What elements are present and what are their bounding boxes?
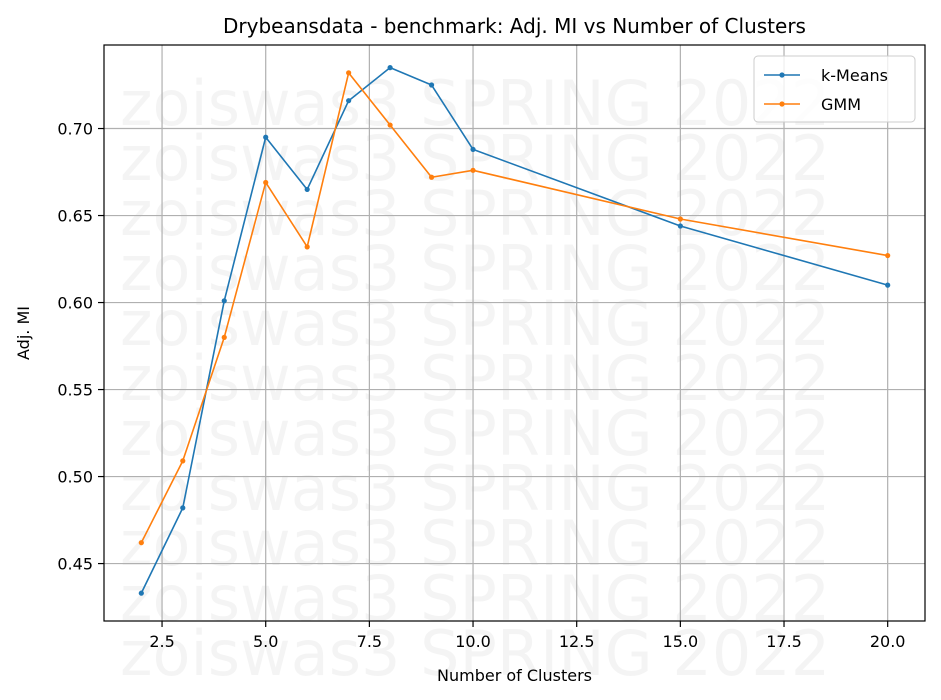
data-point-gmm — [180, 458, 186, 464]
watermark-text: zoiswas3 SPRING 2022 — [120, 67, 830, 140]
series-gmm — [138, 70, 891, 546]
data-point-k-means — [304, 186, 310, 193]
y-tick-label: 0.70 — [57, 120, 93, 139]
data-point-gmm — [677, 216, 683, 222]
data-point-gmm — [221, 334, 227, 340]
watermark-text: zoiswas3 SPRING 2022 — [120, 617, 830, 690]
x-tick-label: 17.5 — [766, 632, 802, 651]
data-point-gmm — [346, 70, 352, 76]
x-axis-label: Number of Clusters — [437, 666, 592, 685]
legend-marker — [779, 72, 785, 78]
data-point-k-means — [263, 134, 269, 140]
plot-frame — [103, 44, 926, 622]
x-tick-label: 20.0 — [870, 632, 906, 651]
data-point-gmm — [470, 167, 476, 173]
grid — [104, 45, 925, 621]
watermark-text: zoiswas3 SPRING 2022 — [120, 342, 830, 415]
data-point-k-means — [346, 98, 352, 104]
x-tick-label: 5.0 — [253, 632, 278, 651]
legend-label: GMM — [821, 95, 861, 114]
data-point-k-means — [677, 223, 683, 229]
data-point-k-means — [470, 146, 476, 153]
y-tick-label: 0.55 — [57, 381, 93, 400]
watermark-text: zoiswas3 SPRING 2022 — [120, 507, 830, 580]
data-point-k-means — [428, 82, 435, 88]
y-tick-label: 0.50 — [57, 468, 93, 487]
watermark-text: zoiswas3 SPRING 2022 — [120, 397, 830, 470]
x-tick-label: 10.0 — [455, 632, 491, 651]
legend-item-k-means: k-Means — [764, 66, 888, 85]
data-point-k-means — [221, 298, 227, 304]
x-tick-label: 12.5 — [559, 632, 595, 651]
x-tick-label: 15.0 — [663, 632, 699, 651]
legend-label: k-Means — [821, 66, 888, 85]
legend-box — [753, 55, 916, 123]
data-point-k-means — [138, 590, 144, 596]
x-tick-label: 7.5 — [357, 632, 382, 651]
y-axis-ticks: 0.45 0.50 0.55 0.60 0.65 0.70 — [57, 120, 104, 574]
data-point-gmm — [387, 122, 393, 128]
chart-title: Drybeansdata - benchmark: Adj. MI vs Num… — [223, 14, 806, 38]
watermark-text: zoiswas3 SPRING 2022 — [120, 122, 830, 195]
x-axis-ticks: 2.5 5.0 7.5 10.0 12.5 15.0 17.5 20.0 — [149, 621, 905, 651]
data-point-gmm — [263, 179, 269, 186]
y-tick-label: 0.45 — [57, 555, 93, 574]
series-group — [138, 65, 891, 596]
x-tick-label: 2.5 — [149, 632, 174, 651]
legend-marker — [779, 101, 785, 107]
data-point-gmm — [428, 174, 435, 180]
watermark-text: zoiswas3 SPRING 2022 — [120, 562, 830, 635]
watermark-text: zoiswas3 SPRING 2022 — [120, 287, 830, 360]
series-k-means — [138, 65, 891, 596]
y-tick-label: 0.65 — [57, 207, 93, 226]
y-tick-label: 0.60 — [57, 294, 93, 313]
legend-item-gmm: GMM — [764, 95, 861, 114]
data-point-gmm — [138, 540, 144, 546]
data-point-k-means — [885, 282, 891, 288]
data-point-gmm — [304, 244, 310, 250]
watermark-text: zoiswas3 SPRING 2022 — [120, 452, 830, 525]
watermark-text: zoiswas3 SPRING 2022 — [120, 177, 830, 250]
y-axis-label: Adj. MI — [14, 306, 33, 360]
data-point-gmm — [885, 252, 891, 259]
data-point-k-means — [387, 65, 393, 71]
data-point-k-means — [180, 505, 186, 511]
legend: k-Means GMM — [753, 55, 916, 123]
